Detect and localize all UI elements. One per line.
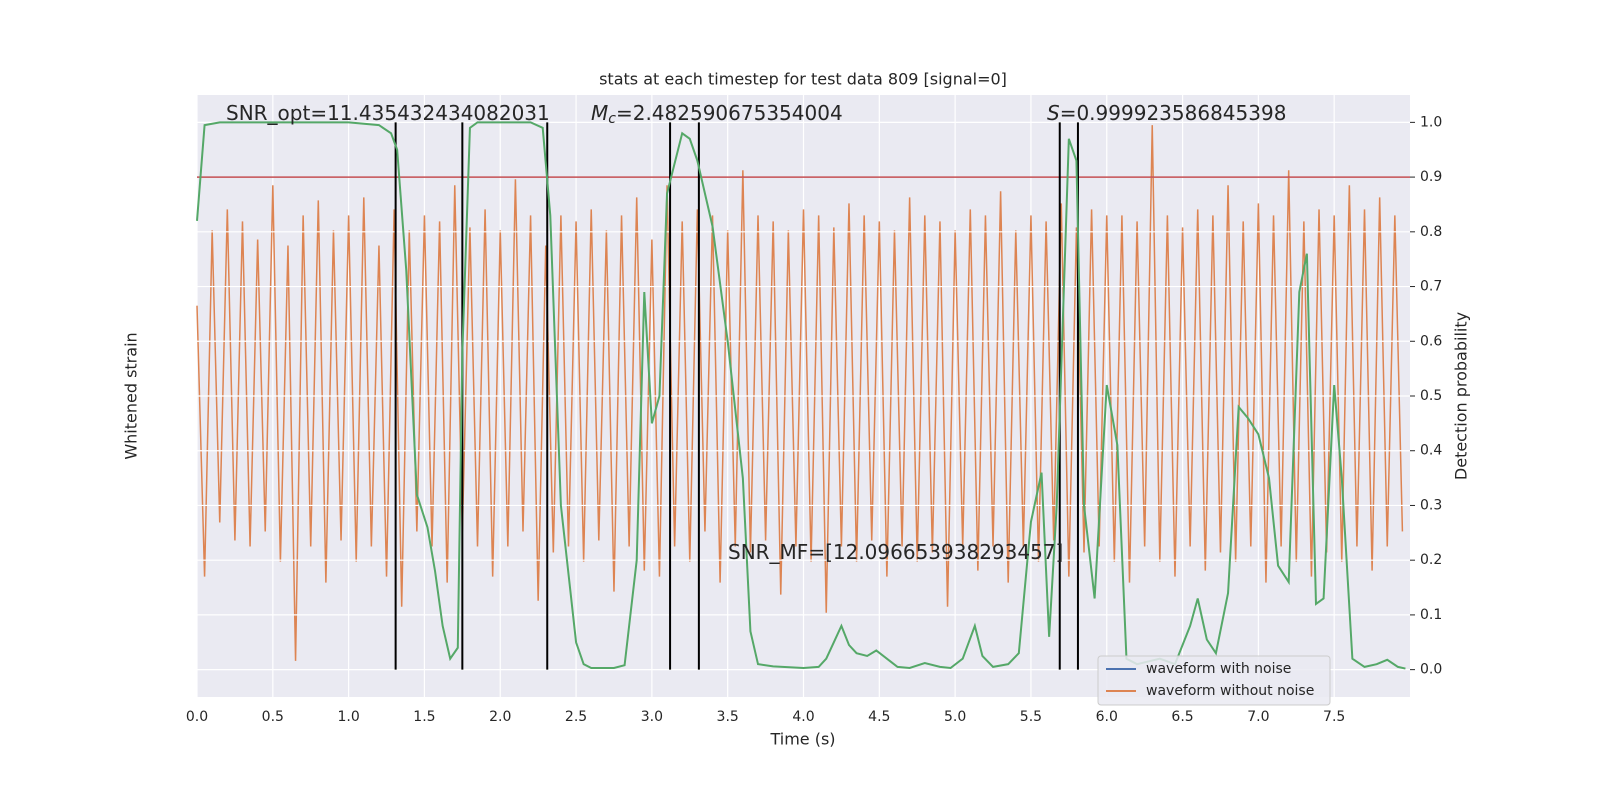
annotation-text: SNR_opt=11.435432434082031 — [226, 101, 550, 125]
legend-box — [1097, 655, 1331, 706]
x-tick-label: 7.0 — [1247, 709, 1269, 725]
y2-tick-label: 0.3 — [1420, 497, 1442, 513]
annotation-text: =0.999923586845398 — [1060, 101, 1287, 125]
y-axis-label: Whitened strain — [122, 332, 141, 459]
legend-label: waveform with noise — [1146, 661, 1291, 677]
x-tick-label: 1.5 — [413, 709, 435, 725]
x-tick-label: 0.0 — [186, 709, 208, 725]
annotation-text: =2.482590675354004 — [616, 101, 843, 125]
x-tick-label: 1.0 — [337, 709, 359, 725]
x-tick-label: 3.5 — [717, 709, 739, 725]
annotation: Mc=2.482590675354004 — [591, 101, 843, 128]
x-tick-label: 6.0 — [1096, 709, 1118, 725]
y2-tick-label: 0.5 — [1420, 388, 1442, 404]
annotation-subscript: c — [608, 111, 616, 127]
x-tick-label: 6.5 — [1171, 709, 1193, 725]
y2-tick-label: 0.9 — [1420, 169, 1442, 185]
strain-line — [196, 125, 1404, 661]
annotation: S=0.999923586845398 — [1047, 101, 1286, 125]
y2-tick-label: 0.1 — [1420, 607, 1442, 623]
x-tick-label: 2.0 — [489, 709, 511, 725]
x-tick-label: 0.5 — [262, 709, 284, 725]
annotation-text: SNR_MF=[12.096653938293457] — [728, 540, 1063, 564]
x-tick-label: 3.0 — [641, 709, 663, 725]
annotation: SNR_MF=[12.096653938293457] — [728, 540, 1063, 564]
x-tick-label: 5.5 — [1020, 709, 1042, 725]
y2-tick-label: 0.8 — [1420, 224, 1442, 240]
y2-tick-label: 0.7 — [1420, 279, 1442, 295]
legend-label: waveform without noise — [1146, 683, 1314, 699]
y2-tick-label: 0.0 — [1420, 662, 1442, 678]
x-tick-label: 4.0 — [792, 709, 814, 725]
x-tick-label: 4.5 — [868, 709, 890, 725]
x-tick-label: 5.0 — [944, 709, 966, 725]
annotation-symbol: M — [591, 101, 608, 125]
x-tick-label: 2.5 — [565, 709, 587, 725]
y2-tick-label: 0.4 — [1420, 443, 1442, 459]
x-axis-label: Time (s) — [769, 730, 835, 749]
chart-title: stats at each timestep for test data 809… — [599, 70, 1007, 89]
x-tick-label: 7.5 — [1323, 709, 1345, 725]
y2-tick-label: 0.6 — [1420, 333, 1442, 349]
y2-axis-label: Detection probability — [1452, 312, 1471, 480]
probability-line — [196, 121, 1406, 670]
y2-tick-label: 0.2 — [1420, 552, 1442, 568]
y2-tick-label: 1.0 — [1420, 114, 1442, 130]
annotation-symbol: S — [1047, 101, 1060, 125]
annotation: SNR_opt=11.435432434082031 — [226, 101, 550, 125]
